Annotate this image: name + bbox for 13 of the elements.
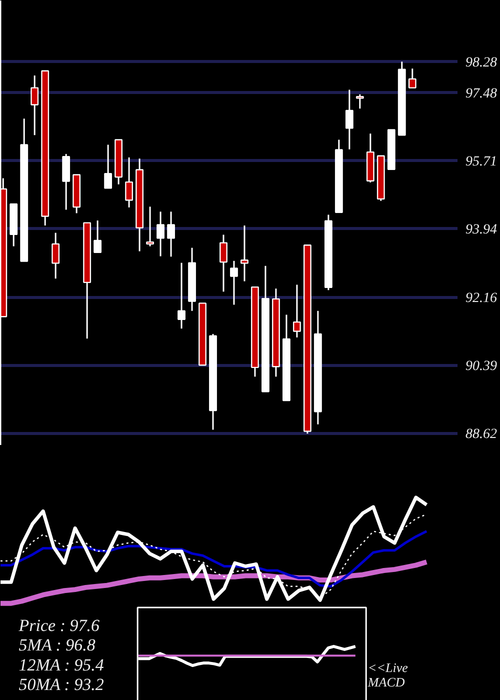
text: Price : 97.6 xyxy=(18,616,100,635)
y-tick-label: 97.48 xyxy=(466,86,497,102)
y-tick-label: 93.94 xyxy=(466,222,497,238)
text: 50MA : 93.2 xyxy=(18,675,104,694)
text: 12MA : 95.4 xyxy=(18,655,104,674)
y-tick-label: 98.28 xyxy=(466,56,497,71)
y-tick-label: 90.39 xyxy=(466,359,497,374)
text: <<Live xyxy=(368,660,408,675)
y-tick-label: 88.62 xyxy=(466,427,497,442)
y-tick-label: 95.71 xyxy=(466,154,497,170)
text: 5MA : 96.8 xyxy=(18,636,96,655)
text: MACD xyxy=(366,674,406,690)
y-tick-label: 92.16 xyxy=(466,291,497,306)
